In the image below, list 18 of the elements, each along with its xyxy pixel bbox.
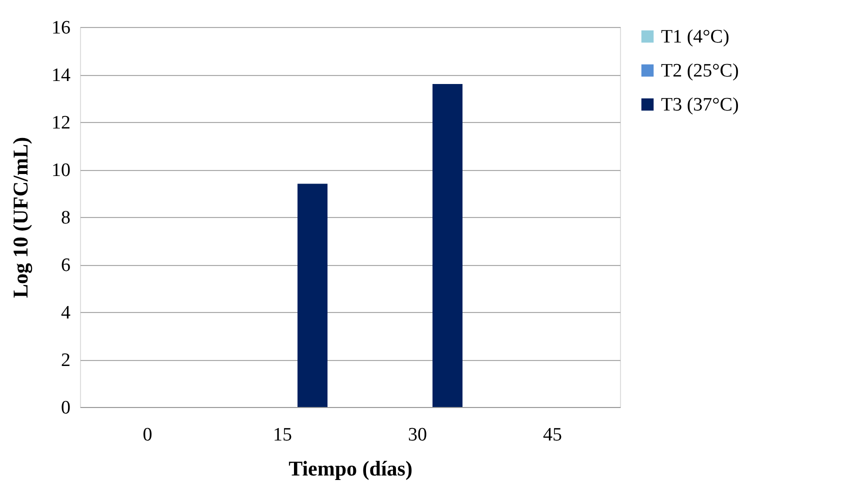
y-tick-label: 2 bbox=[61, 350, 70, 371]
y-tick-label: 16 bbox=[52, 18, 70, 38]
legend-label: T3 (37°C) bbox=[661, 94, 739, 116]
y-tick-label: 0 bbox=[61, 398, 70, 418]
x-tick-label: 45 bbox=[543, 424, 562, 446]
y-tick-label: 12 bbox=[52, 112, 70, 134]
y-tick-label: 8 bbox=[61, 208, 70, 228]
legend-label: T1 (4°C) bbox=[661, 26, 730, 48]
y-tick-label: 14 bbox=[52, 65, 71, 86]
y-tick-label: 6 bbox=[61, 255, 70, 276]
legend-label: T2 (25°C) bbox=[661, 60, 739, 82]
y-axis-title: Log 10 (UFC/mL) bbox=[8, 137, 32, 298]
x-axis-title: Tiempo (días) bbox=[288, 456, 412, 480]
x-tick-label: 30 bbox=[408, 424, 427, 446]
x-tick-label: 15 bbox=[273, 424, 292, 446]
x-tick-label: 0 bbox=[142, 424, 152, 446]
y-tick-label: 4 bbox=[61, 302, 71, 324]
y-tick-label: 10 bbox=[52, 160, 70, 181]
